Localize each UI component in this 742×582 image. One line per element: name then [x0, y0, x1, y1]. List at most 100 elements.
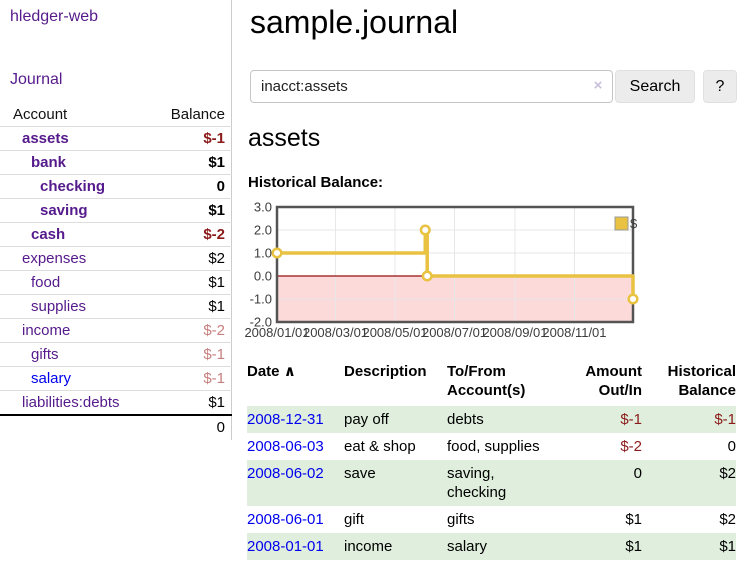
accounts-table-header: Account Balance [0, 103, 232, 127]
register-table: Date ∧ Description To/From Account(s) Am… [247, 362, 736, 560]
transaction-date-link[interactable]: 2008-01-01 [247, 538, 324, 555]
account-title: assets [248, 124, 321, 152]
account-balance: $-2 [203, 226, 225, 243]
chart-label: Historical Balance: [248, 174, 384, 191]
y-axis-tick-label: -1.0 [250, 292, 272, 307]
sidebar-account-liabilities-debts[interactable]: liabilities:debts [22, 394, 120, 411]
account-row: cash $-2 [0, 223, 232, 247]
amount-cell: 0 [547, 460, 642, 506]
account-row: salary $-1 [0, 367, 232, 391]
historical-balance-chart: 3.0 2.0 1.0 0.0 -1.0 -2.0 2008/01/01 2008/03/01… [240, 198, 742, 348]
accounts-table: Account Balance assets $-1 bank $1 checking 0… [0, 103, 232, 438]
amount-cell: $-1 [547, 406, 642, 433]
clear-search-icon[interactable]: × [593, 77, 603, 94]
register-row: 2008-12-31 pay off debts $-1 $-1 [247, 406, 736, 433]
account-row: expenses $2 [0, 247, 232, 271]
register-row: 2008-01-01 income salary $1 $1 [247, 533, 736, 560]
help-button[interactable]: ? [703, 70, 737, 103]
y-axis-tick-label: 2.0 [254, 223, 272, 238]
transaction-date-link[interactable]: 2008-06-02 [247, 465, 324, 482]
account-balance: $1 [208, 298, 225, 315]
description-cell: eat & shop [344, 438, 416, 455]
data-point-marker [271, 247, 283, 259]
account-balance: $2 [208, 250, 225, 267]
balance-column-header-register: Historical Balance [667, 363, 736, 399]
date-cell: 2008-06-03 [247, 433, 344, 460]
accounts-cell: food, supplies [447, 438, 540, 455]
account-row: assets $-1 [0, 127, 232, 151]
data-point-marker [627, 293, 639, 305]
sidebar-account-checking[interactable]: checking [40, 178, 106, 195]
accounts-total-row: 0 [0, 414, 232, 438]
app-brand-link[interactable]: hledger-web [10, 8, 99, 25]
date-header-label: Date [247, 363, 280, 380]
sidebar-item-journal[interactable]: Journal [10, 71, 63, 88]
date-column-header[interactable]: Date ∧ [247, 362, 344, 406]
account-balance: $1 [208, 394, 225, 411]
chart-canvas: 3.0 2.0 1.0 0.0 -1.0 -2.02008/01/012008/03/01… [244, 200, 639, 340]
search-button[interactable]: Search [615, 70, 695, 103]
page-title: sample.journal [250, 4, 459, 40]
balance-cell: $2 [719, 511, 736, 528]
sidebar-account-food[interactable]: food [31, 274, 61, 291]
description-cell: gift [344, 511, 365, 528]
account-row: bank $1 [0, 151, 232, 175]
description-cell: income [344, 533, 447, 560]
accounts-column-header: To/From Account(s) [447, 363, 526, 399]
transaction-date-link[interactable]: 2008-06-01 [247, 511, 324, 528]
sidebar-account-salary[interactable]: salary [31, 370, 72, 387]
date-cell: 2008-06-01 [247, 506, 344, 533]
transaction-date-link[interactable]: 2008-06-03 [247, 438, 324, 455]
sidebar-account-income[interactable]: income [22, 322, 71, 339]
data-point-marker [421, 270, 433, 282]
account-balance: $-1 [203, 130, 225, 147]
account-row: income $-2 [0, 319, 232, 343]
accounts-cell: salary [447, 533, 547, 560]
account-row: gifts $-1 [0, 343, 232, 367]
transaction-date-link[interactable]: 2008-12-31 [247, 411, 324, 428]
y-axis-tick-label: -2.0 [250, 315, 272, 330]
balance-cell: $-1 [642, 406, 736, 433]
y-axis-tick-label: 0.0 [254, 269, 272, 284]
sidebar-account-assets[interactable]: assets [22, 130, 69, 147]
account-balance: $1 [208, 202, 225, 219]
sidebar-account-gifts[interactable]: gifts [31, 346, 59, 363]
data-point-marker [419, 224, 431, 236]
sidebar-account-bank[interactable]: bank [31, 154, 67, 171]
legend-swatch [614, 216, 629, 231]
register-row: 2008-06-02 save saving, checking 0 $2 [247, 460, 736, 506]
balance-cell: $2 [642, 460, 736, 506]
account-row: food $1 [0, 271, 232, 295]
amount-cell: $-2 [620, 438, 642, 455]
sidebar-account-saving[interactable]: saving [40, 202, 88, 219]
description-cell: pay off [344, 406, 447, 433]
register-row: 2008-06-03 eat & shop food, supplies $-2 0 [247, 433, 736, 460]
account-balance: $-1 [203, 370, 225, 387]
account-balance: $-1 [203, 346, 225, 363]
description-cell: save [344, 460, 447, 506]
x-axis-tick-label: 2008/11/01 [542, 325, 606, 340]
account-row: liabilities:debts $1 [0, 391, 232, 415]
account-balance: $-2 [203, 322, 225, 339]
account-row: checking 0 [0, 175, 232, 199]
account-row: supplies $1 [0, 295, 232, 319]
account-balance: 0 [216, 178, 225, 195]
account-balance: $1 [208, 274, 225, 291]
date-cell: 2008-06-02 [247, 460, 344, 506]
sidebar-account-cash[interactable]: cash [31, 226, 66, 243]
amount-column-header: Amount Out/In [585, 363, 642, 399]
date-cell: 2008-12-31 [247, 406, 344, 433]
x-axis-tick-label: 2008/05/01 [362, 325, 427, 340]
balance-cell: 0 [727, 438, 736, 455]
search-input[interactable] [250, 70, 613, 103]
sidebar-account-expenses[interactable]: expenses [22, 250, 87, 267]
description-column-header: Description [344, 363, 427, 380]
register-row: 2008-06-01 gift gifts $1 $2 [247, 506, 736, 533]
sidebar: hledger-web Journal Account Balance asse… [0, 0, 232, 440]
sidebar-account-supplies[interactable]: supplies [31, 298, 87, 315]
amount-cell: $1 [547, 533, 642, 560]
accounts-cell: gifts [447, 511, 475, 528]
register-header-row: Date ∧ Description To/From Account(s) Am… [247, 362, 736, 406]
accounts-cell: saving, checking [447, 460, 547, 506]
